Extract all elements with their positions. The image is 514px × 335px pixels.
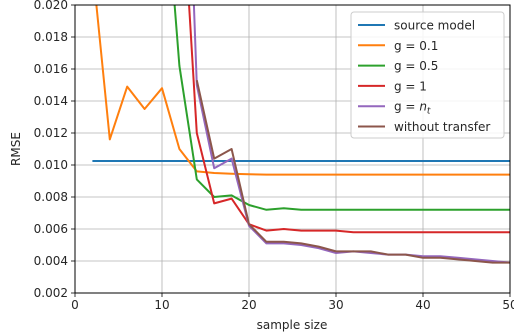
plot-frame bbox=[74, 4, 511, 294]
x-tick-label: 20 bbox=[241, 298, 256, 312]
y-tick-label: 0.008 bbox=[34, 190, 68, 204]
legend-label: g = nt bbox=[394, 100, 431, 117]
series-line-g-0-5 bbox=[173, 5, 510, 211]
legend-label: without transfer bbox=[394, 120, 490, 134]
legend-item-g-1: g = 1 bbox=[358, 79, 427, 93]
legend: source model g = 0.1 g = 0.5 g = 1 g = nt wit… bbox=[350, 11, 505, 139]
series-line-g-1 bbox=[188, 5, 510, 234]
grid bbox=[74, 4, 511, 294]
y-tick-label: 0.020 bbox=[34, 0, 68, 12]
legend-label: g = 0.5 bbox=[394, 59, 438, 73]
x-tick-label: 30 bbox=[328, 298, 343, 312]
x-tick-label: 10 bbox=[154, 298, 169, 312]
y-axis-ticks: 0.002 0.004 0.006 0.008 0.010 0.012 0.014 0.016… bbox=[34, 0, 75, 300]
y-tick-label: 0.006 bbox=[34, 222, 68, 236]
y-tick-label: 0.014 bbox=[34, 94, 68, 108]
legend-label: source model bbox=[394, 19, 475, 33]
y-tick-label: 0.018 bbox=[34, 30, 68, 44]
x-tick-label: 0 bbox=[71, 298, 79, 312]
y-tick-label: 0.012 bbox=[34, 126, 68, 140]
legend-box bbox=[350, 11, 505, 139]
legend-item-g-n-t: g = nt bbox=[358, 100, 431, 117]
y-tick-label: 0.002 bbox=[34, 286, 68, 300]
y-tick-label: 0.016 bbox=[34, 62, 68, 76]
x-tick-label: 50 bbox=[502, 298, 514, 312]
y-tick-label: 0.010 bbox=[34, 158, 68, 172]
legend-label: g = 1 bbox=[394, 79, 427, 93]
legend-item-g-0-1: g = 0.1 bbox=[358, 39, 438, 53]
y-tick-label: 0.004 bbox=[34, 254, 68, 268]
x-tick-label: 40 bbox=[415, 298, 430, 312]
x-axis-ticks: 0 10 20 30 40 50 bbox=[71, 293, 514, 312]
x-axis-label: sample size bbox=[257, 318, 328, 332]
legend-item-without-transfer: without transfer bbox=[358, 120, 490, 134]
series-layer bbox=[92, 5, 510, 264]
series-line-without-transfer bbox=[195, 79, 510, 264]
legend-item-source-model: source model bbox=[358, 19, 475, 33]
y-axis-label: RMSE bbox=[9, 132, 23, 166]
legend-label: g = 0.1 bbox=[394, 39, 438, 53]
legend-item-g-0-5: g = 0.5 bbox=[358, 59, 438, 73]
series-line-g-0-1 bbox=[95, 5, 510, 176]
